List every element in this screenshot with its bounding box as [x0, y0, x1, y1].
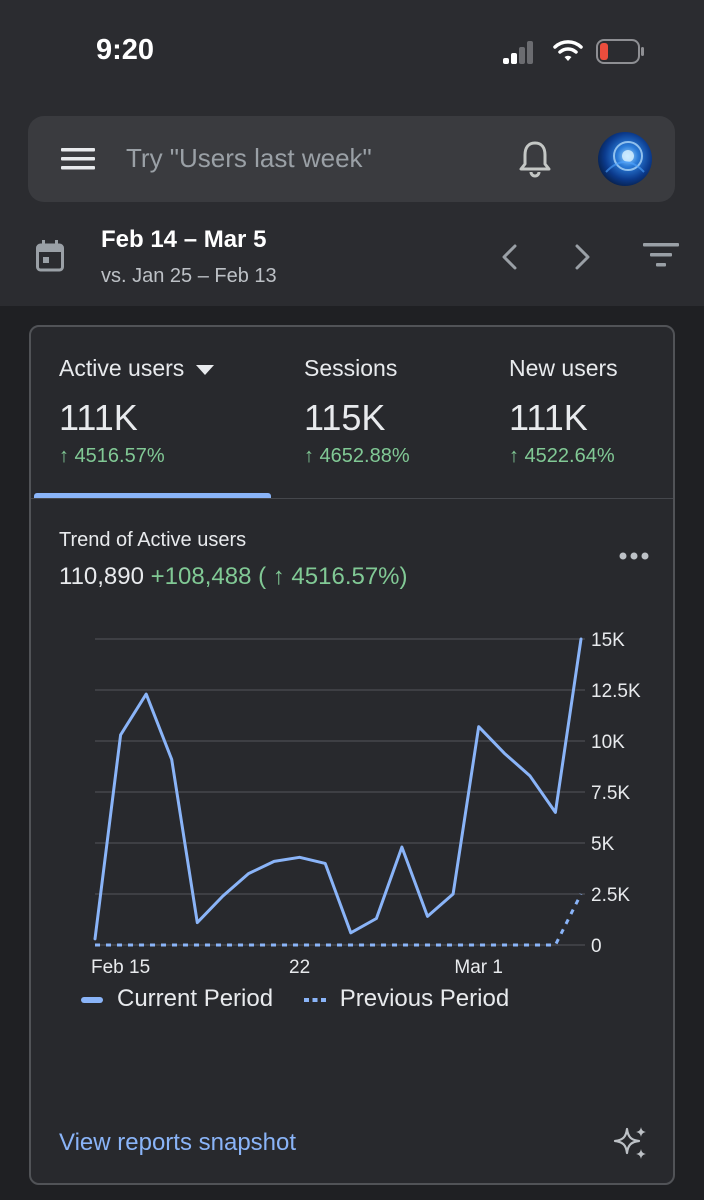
search-input[interactable]: Try "Users last week" — [126, 143, 372, 173]
tab-active-users[interactable]: Active users 111K ↑ 4516.57% — [59, 327, 289, 499]
filter-icon[interactable] — [643, 243, 679, 269]
date-range-row: Feb 14 – Mar 5 vs. Jan 25 – Feb 13 — [0, 220, 704, 300]
chevron-right-icon[interactable] — [568, 242, 596, 272]
wifi-icon — [553, 40, 583, 61]
y-tick-label: 12.5K — [591, 681, 641, 702]
cellular-signal-icon — [503, 41, 533, 64]
metrics-card: Active users 111K ↑ 4516.57% Sessions 11… — [29, 325, 675, 1185]
legend-solid-swatch — [81, 996, 103, 1003]
search-bar[interactable]: Try "Users last week" — [28, 116, 675, 202]
tab-new-users[interactable]: New users 111K ↑ 4522.64% — [509, 327, 669, 499]
tab-sessions[interactable]: Sessions 115K ↑ 4652.88% — [304, 327, 504, 499]
metric-tabs: Active users 111K ↑ 4516.57% Sessions 11… — [31, 327, 673, 499]
chevron-left-icon[interactable] — [496, 242, 524, 272]
sparkle-icon[interactable] — [613, 1125, 649, 1161]
series-line-previous-period — [95, 893, 583, 947]
metric-change: ↑ 4652.88% — [304, 445, 410, 467]
notifications-bell-icon[interactable] — [518, 140, 552, 178]
trend-total: 110,890 — [59, 563, 144, 590]
view-reports-snapshot-link[interactable]: View reports snapshot — [59, 1129, 297, 1156]
y-tick-label: 0 — [591, 936, 602, 957]
legend-previous-period: Previous Period — [303, 985, 509, 1013]
date-range[interactable]: Feb 14 – Mar 5 — [101, 226, 267, 253]
metric-label: Active users — [59, 355, 215, 382]
metric-label: New users — [509, 355, 618, 381]
chart-legend: Current Period Previous Period — [81, 985, 533, 1013]
more-options-icon[interactable] — [619, 551, 649, 561]
status-time: 9:20 — [96, 34, 155, 66]
metric-label: Sessions — [304, 355, 398, 381]
menu-icon[interactable] — [61, 148, 95, 170]
selected-tab-indicator — [34, 493, 271, 498]
calendar-icon[interactable] — [36, 240, 64, 272]
trend-chart: 15K 12.5K 10K 7.5K 5K 2.5K 0 Feb 15 22 Mar 1 — [91, 630, 641, 977]
avatar[interactable] — [598, 132, 652, 186]
legend-current-period: Current Period — [81, 985, 273, 1013]
metric-change: ↑ 4522.64% — [509, 445, 615, 467]
y-tick-label: 5K — [591, 834, 615, 855]
date-compare: vs. Jan 25 – Feb 13 — [101, 265, 277, 287]
y-tick-label: 2.5K — [591, 885, 630, 906]
metric-value: 115K — [304, 397, 386, 438]
x-tick-label: Feb 15 — [91, 957, 150, 977]
battery-low-icon — [596, 39, 644, 64]
y-tick-label: 15K — [591, 630, 625, 651]
y-tick-label: 7.5K — [591, 783, 630, 804]
dropdown-caret-icon[interactable] — [196, 364, 215, 375]
series-line-current-period — [93, 637, 583, 941]
y-tick-label: 10K — [591, 732, 625, 753]
metric-value: 111K — [509, 397, 588, 438]
x-tick-label: Mar 1 — [454, 957, 503, 977]
legend-dashed-swatch — [303, 997, 326, 1002]
trend-summary: 110,890 +108,488 ( ↑ 4516.57%) — [59, 563, 408, 591]
app-header: 9:20 Try "Users last week" — [0, 0, 704, 306]
metric-change: ↑ 4516.57% — [59, 445, 165, 467]
trend-delta: +108,488 ( ↑ 4516.57%) — [150, 563, 408, 590]
metric-value: 111K — [59, 397, 138, 438]
x-tick-label: 22 — [289, 957, 310, 977]
trend-title: Trend of Active users — [59, 529, 247, 551]
